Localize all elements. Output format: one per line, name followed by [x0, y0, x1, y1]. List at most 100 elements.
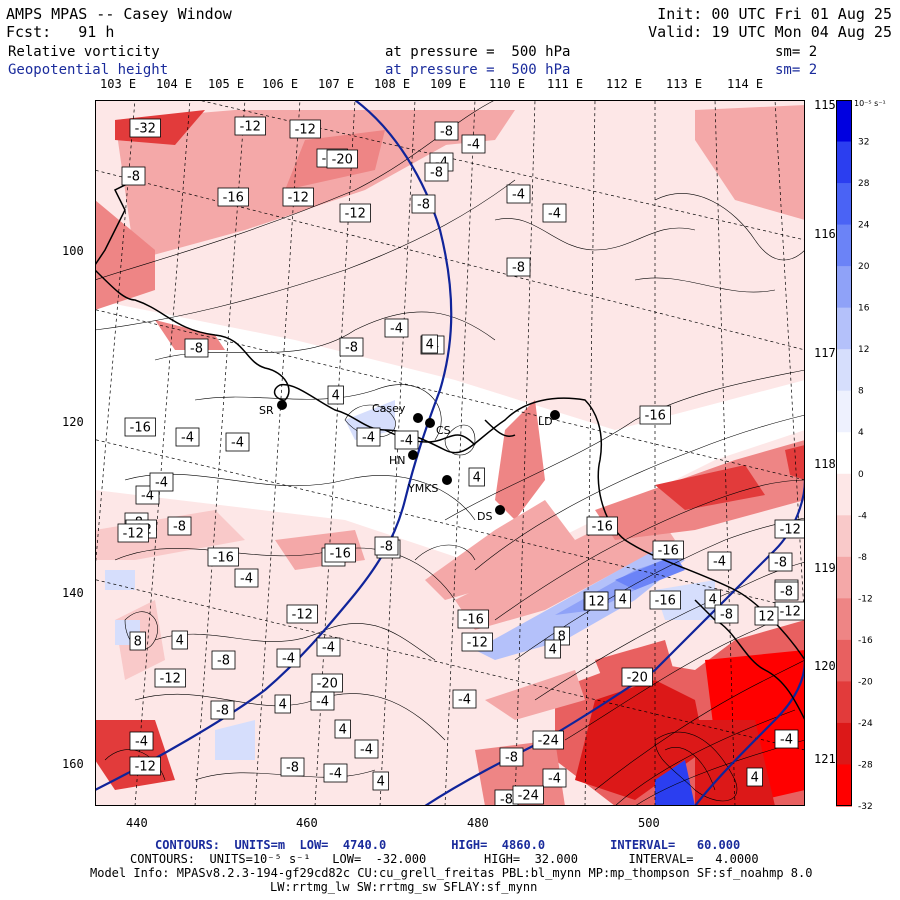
lon-label: 111 E — [547, 77, 584, 91]
contour-label-box — [768, 552, 793, 572]
contour-label: -8 — [380, 540, 393, 555]
stations: SR Casey CS HN YMKS DS LD — [259, 400, 560, 523]
station-marker-casey[interactable] — [413, 413, 423, 423]
lon-label: 110 E — [489, 77, 526, 91]
contour-label: -4 — [231, 436, 244, 451]
contour-label-box — [149, 472, 174, 492]
contour-label: -20 — [317, 677, 338, 692]
contour-labels: -32 -12 -12 -16 -8 -4 -8 -20 -8 -16 -12 -12 -4 -4 -8 -4… — [117, 116, 805, 807]
colorbar-label: 32 — [858, 138, 869, 148]
vorticity-contour-info: CONTOURS: UNITS=10⁻⁵ s⁻¹ LOW= -32.000 HI… — [130, 852, 759, 866]
colorbar-label: 4 — [858, 428, 864, 438]
model-info-2: LW:rrtmg_lw SW:rrtmg_sw SFLAY:sf_mynn — [270, 880, 538, 894]
contour-label-box — [746, 767, 763, 787]
contour-label: 4 — [339, 723, 347, 738]
colorbar-label: -12 — [858, 594, 873, 604]
contour-label: -4 — [390, 322, 403, 337]
contour-label-box — [225, 432, 250, 452]
contour-label-box — [167, 516, 192, 536]
lon-label: 113 E — [666, 77, 703, 91]
contour-label: -8 — [780, 585, 793, 600]
contour-label-box — [282, 187, 314, 207]
lon-label: 105 E — [208, 77, 245, 91]
contour-label-box — [584, 591, 609, 611]
contour-label: -8 — [500, 793, 513, 807]
forecast-hour: Fcst: 91 h — [6, 23, 115, 41]
contour-label: -4 — [135, 735, 148, 750]
contour-label-box — [461, 632, 493, 652]
contour-label: -16 — [645, 409, 666, 424]
contour-label-box — [542, 203, 567, 223]
contour-label: -4 — [467, 138, 480, 153]
contour-label-box — [323, 763, 348, 783]
contour-label-box — [499, 747, 524, 767]
station-marker-ds[interactable] — [495, 505, 505, 515]
y-tick-label: 100 — [62, 244, 84, 258]
contour-label: 4 — [549, 643, 557, 658]
contour-label: -8 — [430, 166, 443, 181]
contour-label: -4 — [458, 693, 471, 708]
station-marker-ld[interactable] — [550, 410, 560, 420]
station-marker-ymks[interactable] — [442, 475, 452, 485]
colorbar-label: 24 — [858, 221, 870, 231]
colorbar-label: -28 — [858, 760, 873, 770]
y-tick-label: 120 — [62, 415, 84, 429]
contour-label-box — [774, 729, 799, 749]
contour-label: -16 — [130, 421, 151, 436]
contour-label: -12 — [160, 672, 181, 687]
contour-label-box — [614, 589, 631, 609]
colorbar: 32 28 24 20 16 12 8 4 0 -4 -8 -12 -16 -20 -24 -28 -32 10… — [836, 100, 886, 810]
contour-label-box — [129, 731, 154, 751]
contour-label: -12 — [780, 523, 801, 538]
colorbar-swatch — [836, 307, 852, 350]
contour-label: -8 — [286, 761, 299, 776]
colorbar-swatch — [836, 100, 852, 143]
contour-label: -4 — [155, 476, 168, 491]
contour-label-box — [586, 516, 618, 536]
contour-label-box — [356, 427, 381, 447]
lon-label: 109 E — [430, 77, 467, 91]
contour-label: -16 — [330, 547, 351, 562]
contour-label-box — [411, 194, 436, 214]
x-tick-label: 480 — [467, 816, 489, 830]
contour-label: -8 — [216, 704, 229, 719]
contour-label: -12 — [467, 636, 488, 651]
lon-label: 108 E — [374, 77, 411, 91]
contour-label-box — [774, 519, 805, 539]
colorbar-swatch — [836, 681, 852, 724]
contour-label: -8 — [512, 261, 525, 276]
contour-label-box — [286, 604, 318, 624]
contour-label-box — [234, 116, 266, 136]
station-marker-hn[interactable] — [408, 450, 418, 460]
contour-label-box — [207, 547, 239, 567]
contour-label: -12 — [345, 207, 366, 222]
contour-label: -4 — [548, 207, 561, 222]
contour-label-box — [117, 523, 149, 543]
lon-label: 107 E — [318, 77, 355, 91]
contour-label: -32 — [135, 122, 156, 137]
colorbar-swatch — [836, 266, 852, 309]
contour-label: -4 — [329, 767, 342, 782]
contour-label: -8 — [505, 751, 518, 766]
contour-label-box — [774, 581, 799, 601]
contour-label: -4 — [282, 652, 295, 667]
station-marker-cs[interactable] — [425, 418, 435, 428]
field1-name: Relative vorticity — [8, 44, 160, 60]
colorbar-label: -8 — [858, 553, 867, 563]
x-tick-label: 500 — [638, 816, 660, 830]
contour-label: -8 — [720, 608, 733, 623]
colorbar-swatch — [836, 515, 852, 558]
contour-label: -4 — [400, 434, 413, 449]
colorbar-label: 0 — [858, 470, 864, 480]
colorbar-swatch — [836, 224, 852, 267]
contour-label-box — [542, 768, 567, 788]
contour-label-box — [334, 719, 351, 739]
colorbar-swatch — [836, 141, 852, 184]
contour-label-box — [327, 385, 344, 405]
contour-label-box — [512, 785, 544, 805]
station-marker-sr[interactable] — [277, 400, 287, 410]
lon-label: 106 E — [262, 77, 299, 91]
contour-label: -8 — [417, 198, 430, 213]
contour-label-box — [339, 203, 371, 223]
contour-label-box — [326, 149, 358, 169]
